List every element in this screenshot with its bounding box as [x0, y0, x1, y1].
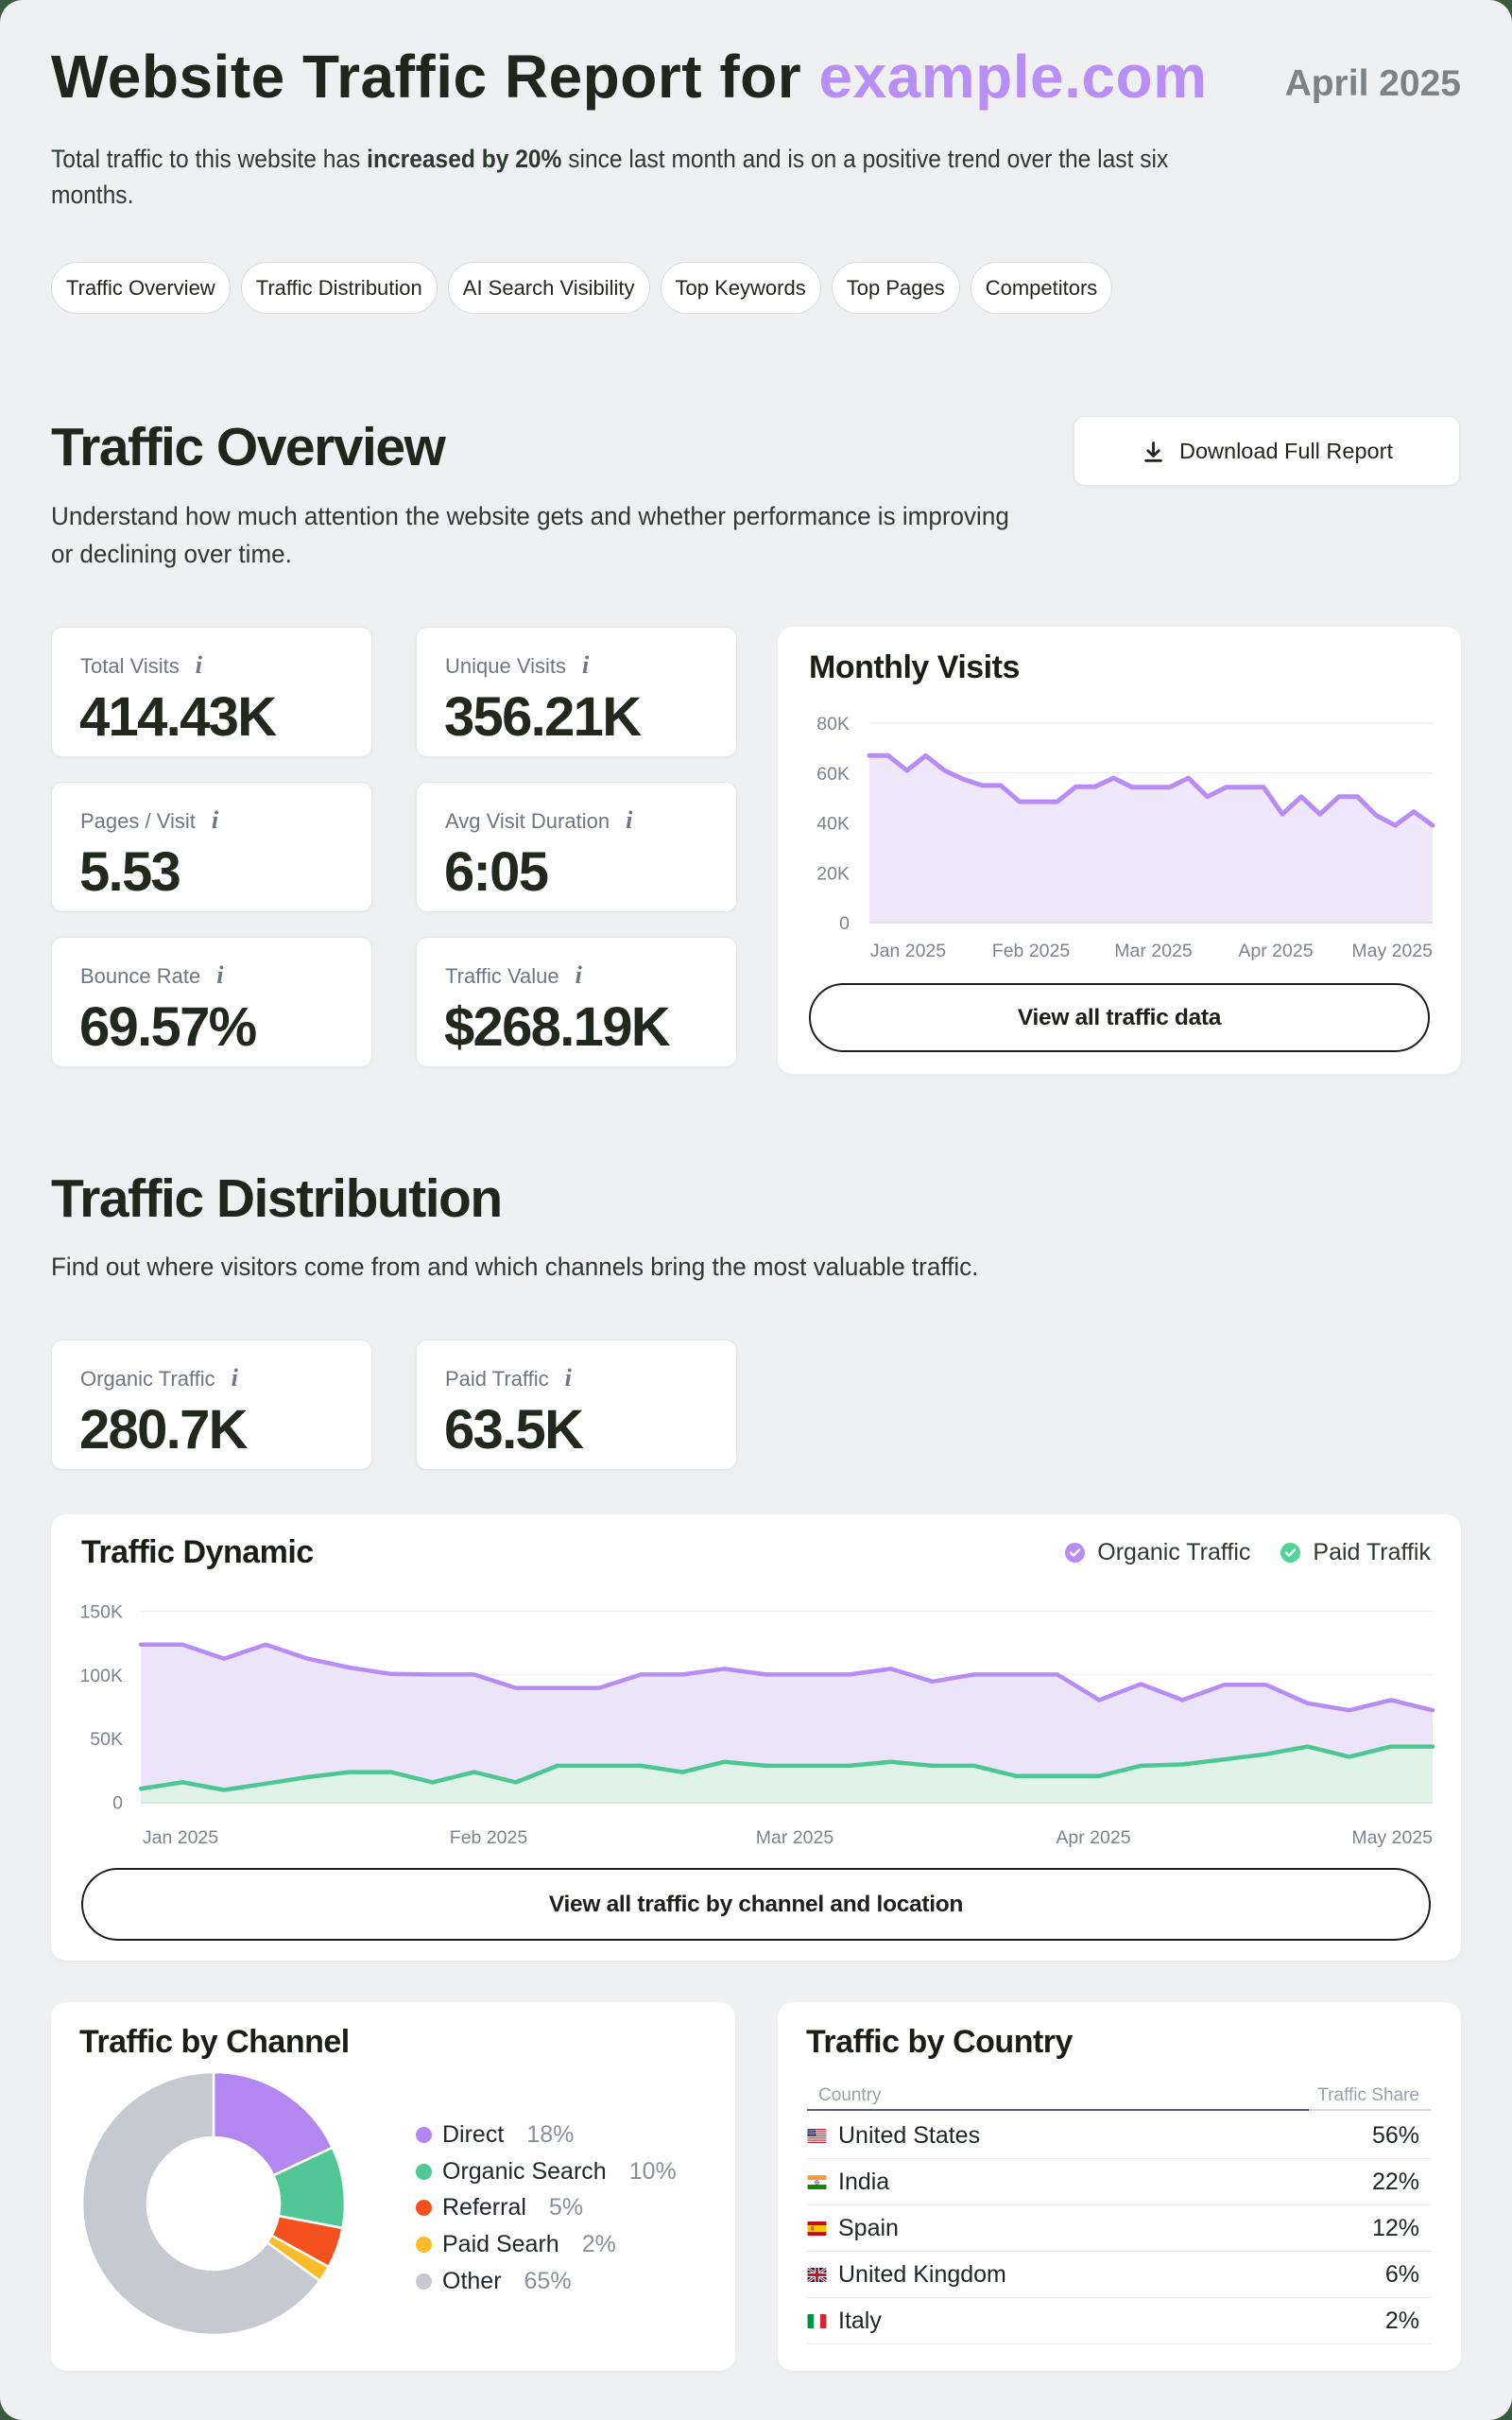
svg-text:May 2025: May 2025 — [1351, 941, 1433, 961]
svg-text:Feb 2025: Feb 2025 — [450, 1827, 528, 1848]
svg-text:Mar 2025: Mar 2025 — [1114, 941, 1193, 961]
svg-text:Mar 2025: Mar 2025 — [756, 1827, 834, 1848]
svg-text:Jan 2025: Jan 2025 — [143, 1827, 218, 1848]
svg-text:Apr 2025: Apr 2025 — [1238, 941, 1313, 961]
svg-text:20K: 20K — [816, 863, 850, 884]
svg-text:40K: 40K — [816, 814, 850, 835]
svg-text:100K: 100K — [79, 1666, 123, 1686]
svg-text:May 2025: May 2025 — [1351, 1827, 1433, 1848]
svg-text:Jan 2025: Jan 2025 — [870, 941, 946, 961]
svg-text:150K: 150K — [79, 1601, 123, 1622]
svg-text:60K: 60K — [816, 764, 850, 785]
svg-text:0: 0 — [112, 1793, 123, 1814]
svg-text:50K: 50K — [90, 1729, 123, 1750]
svg-text:Apr 2025: Apr 2025 — [1056, 1827, 1130, 1848]
svg-text:0: 0 — [839, 913, 850, 934]
svg-text:Feb 2025: Feb 2025 — [992, 941, 1071, 961]
svg-text:80K: 80K — [816, 714, 850, 735]
